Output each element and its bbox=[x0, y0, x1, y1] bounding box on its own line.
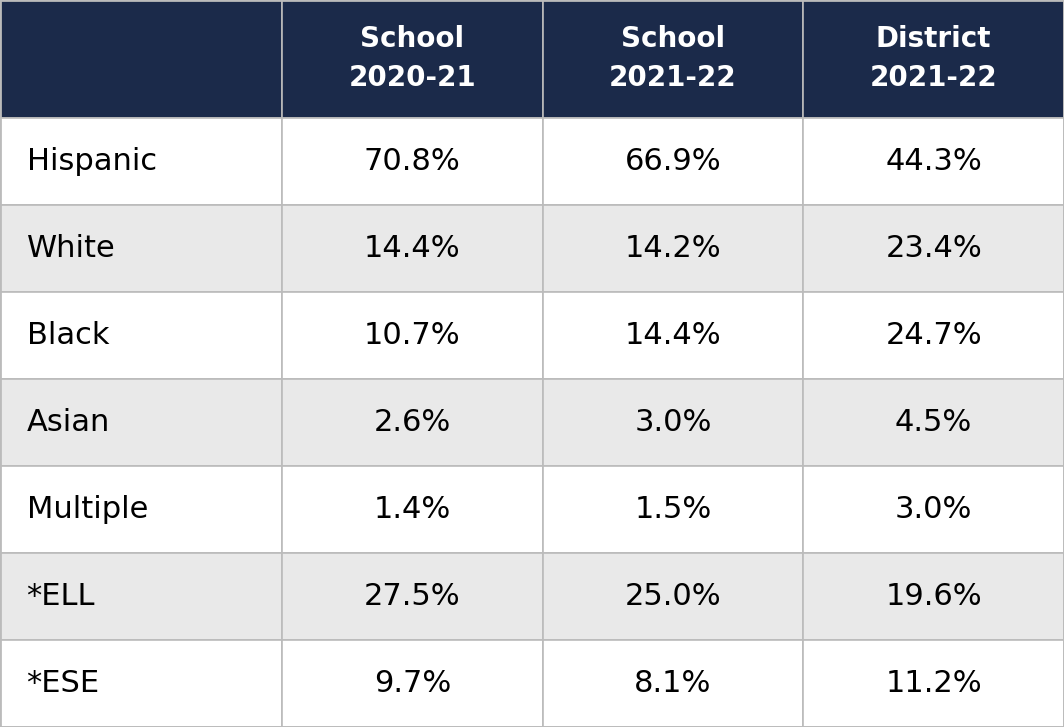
Text: 19.6%: 19.6% bbox=[885, 582, 982, 611]
Text: 23.4%: 23.4% bbox=[885, 234, 982, 263]
Bar bbox=[282, 0, 543, 118]
Bar bbox=[803, 379, 1064, 466]
Text: 10.7%: 10.7% bbox=[364, 321, 461, 350]
Text: 3.0%: 3.0% bbox=[634, 408, 712, 437]
Text: 11.2%: 11.2% bbox=[885, 669, 982, 698]
Bar bbox=[803, 118, 1064, 205]
Text: Asian: Asian bbox=[27, 408, 110, 437]
Text: 1.5%: 1.5% bbox=[634, 495, 712, 524]
Bar bbox=[0, 118, 282, 205]
Bar bbox=[282, 553, 543, 640]
Text: District
2021-22: District 2021-22 bbox=[870, 25, 997, 92]
Bar bbox=[803, 0, 1064, 118]
Text: Black: Black bbox=[27, 321, 110, 350]
Bar bbox=[0, 292, 282, 379]
Text: Multiple: Multiple bbox=[27, 495, 148, 524]
Bar bbox=[282, 640, 543, 727]
Bar bbox=[543, 640, 803, 727]
Bar bbox=[282, 292, 543, 379]
Bar bbox=[0, 0, 282, 118]
Bar bbox=[0, 379, 282, 466]
Text: 14.2%: 14.2% bbox=[625, 234, 721, 263]
Bar bbox=[282, 118, 543, 205]
Bar bbox=[282, 466, 543, 553]
Text: School
2021-22: School 2021-22 bbox=[610, 25, 736, 92]
Text: White: White bbox=[27, 234, 115, 263]
Bar bbox=[543, 205, 803, 292]
Bar bbox=[543, 0, 803, 118]
Bar bbox=[543, 118, 803, 205]
Text: 1.4%: 1.4% bbox=[373, 495, 451, 524]
Bar bbox=[803, 640, 1064, 727]
Text: 8.1%: 8.1% bbox=[634, 669, 712, 698]
Bar bbox=[282, 205, 543, 292]
Text: 25.0%: 25.0% bbox=[625, 582, 721, 611]
Bar bbox=[803, 205, 1064, 292]
Text: *ELL: *ELL bbox=[27, 582, 95, 611]
Text: 4.5%: 4.5% bbox=[895, 408, 972, 437]
Text: 9.7%: 9.7% bbox=[373, 669, 451, 698]
Text: 24.7%: 24.7% bbox=[885, 321, 982, 350]
Text: 2.6%: 2.6% bbox=[373, 408, 451, 437]
Bar bbox=[803, 466, 1064, 553]
Text: School
2020-21: School 2020-21 bbox=[349, 25, 476, 92]
Bar bbox=[543, 466, 803, 553]
Bar bbox=[282, 379, 543, 466]
Bar bbox=[803, 292, 1064, 379]
Text: *ESE: *ESE bbox=[27, 669, 100, 698]
Bar bbox=[0, 553, 282, 640]
Bar bbox=[0, 466, 282, 553]
Text: 66.9%: 66.9% bbox=[625, 147, 721, 176]
Text: 70.8%: 70.8% bbox=[364, 147, 461, 176]
Text: 44.3%: 44.3% bbox=[885, 147, 982, 176]
Text: 14.4%: 14.4% bbox=[364, 234, 461, 263]
Bar bbox=[0, 640, 282, 727]
Bar bbox=[0, 205, 282, 292]
Bar bbox=[543, 379, 803, 466]
Text: Hispanic: Hispanic bbox=[27, 147, 156, 176]
Bar bbox=[543, 292, 803, 379]
Text: 14.4%: 14.4% bbox=[625, 321, 721, 350]
Bar bbox=[803, 553, 1064, 640]
Text: 3.0%: 3.0% bbox=[895, 495, 972, 524]
Bar bbox=[543, 553, 803, 640]
Text: 27.5%: 27.5% bbox=[364, 582, 461, 611]
